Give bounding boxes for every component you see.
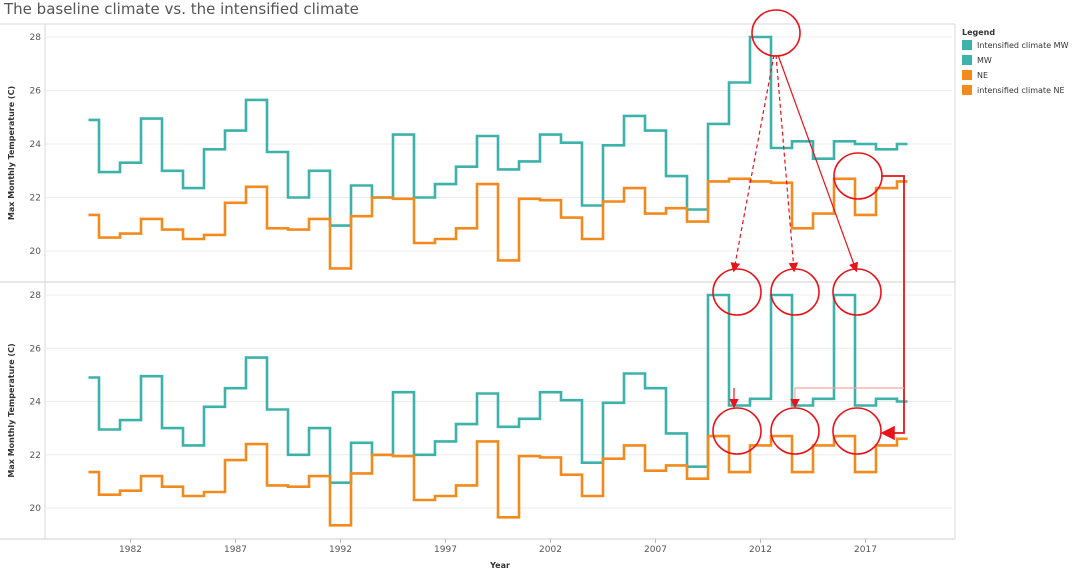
x-axis-title: Year: [489, 561, 510, 570]
y-axes: 20 22 24 26 28 Max Monthly Temperature (C) 20 2…: [7, 33, 41, 514]
legend-title: Legend: [962, 28, 995, 37]
annotation-connector: [880, 175, 905, 441]
series-line-intensified-climate-mw: [88, 293, 908, 484]
legend-swatch: [962, 85, 972, 95]
y-tick-label: 24: [30, 398, 42, 408]
legend-swatch: [962, 40, 972, 50]
legend: Legend Intensified climate MW MW NE intensi…: [962, 28, 1069, 95]
legend-label: intensified climate NE: [977, 86, 1065, 95]
gridlines: [45, 36, 952, 509]
annotation-layer: [712, 9, 905, 455]
x-tick-label: 2012: [749, 545, 772, 555]
highlight-circle: [770, 407, 820, 455]
highlight-circle: [832, 268, 882, 316]
legend-label: Intensified climate MW: [977, 41, 1069, 50]
x-tick-label: 1987: [224, 545, 247, 555]
x-axis: 1982 1987 1992 1997 2002 2007 2012 2017 Year: [119, 539, 877, 570]
y-tick-label: 26: [30, 87, 42, 97]
y-tick-label: 22: [30, 451, 41, 461]
series-layer: [88, 35, 908, 527]
legend-label: MW: [977, 56, 992, 65]
x-tick-label: 2017: [854, 545, 877, 555]
highlight-circle: [751, 9, 801, 57]
y-tick-label: 24: [30, 140, 42, 150]
highlight-circle: [832, 407, 882, 455]
y-axis-title: Max Monthly Temperature (C): [7, 86, 16, 220]
y-tick-label: 26: [30, 344, 42, 354]
y-tick-label: 22: [30, 194, 41, 204]
legend-swatch: [962, 55, 972, 65]
series-line-intensified-climate-ne: [88, 434, 908, 527]
highlight-circle: [712, 268, 762, 316]
legend-swatch: [962, 70, 972, 80]
series-line-ne: [88, 177, 908, 270]
y-tick-label: 20: [30, 504, 42, 514]
annotation-arrow: [730, 54, 775, 273]
annotation-arrow: [777, 54, 859, 273]
annotation-arrow: [775, 54, 799, 273]
y-tick-label: 28: [30, 291, 42, 301]
panel-frames: [0, 23, 956, 540]
legend-label: NE: [977, 71, 988, 80]
chart-title: The baseline climate vs. the intensified…: [4, 0, 359, 18]
annotation-connector: [790, 387, 904, 409]
x-tick-label: 1997: [434, 545, 457, 555]
y-tick-label: 20: [30, 247, 42, 257]
highlight-circle: [712, 407, 762, 455]
y-tick-label: 28: [30, 33, 42, 43]
y-axis-title: Max Monthly Temperature (C): [7, 343, 16, 477]
x-tick-label: 2007: [644, 545, 667, 555]
x-tick-label: 1982: [119, 545, 142, 555]
highlight-circle: [770, 268, 820, 316]
x-tick-label: 2002: [539, 545, 562, 555]
highlight-circle: [833, 152, 883, 200]
series-line-mw: [88, 35, 908, 227]
x-tick-label: 1992: [329, 545, 352, 555]
